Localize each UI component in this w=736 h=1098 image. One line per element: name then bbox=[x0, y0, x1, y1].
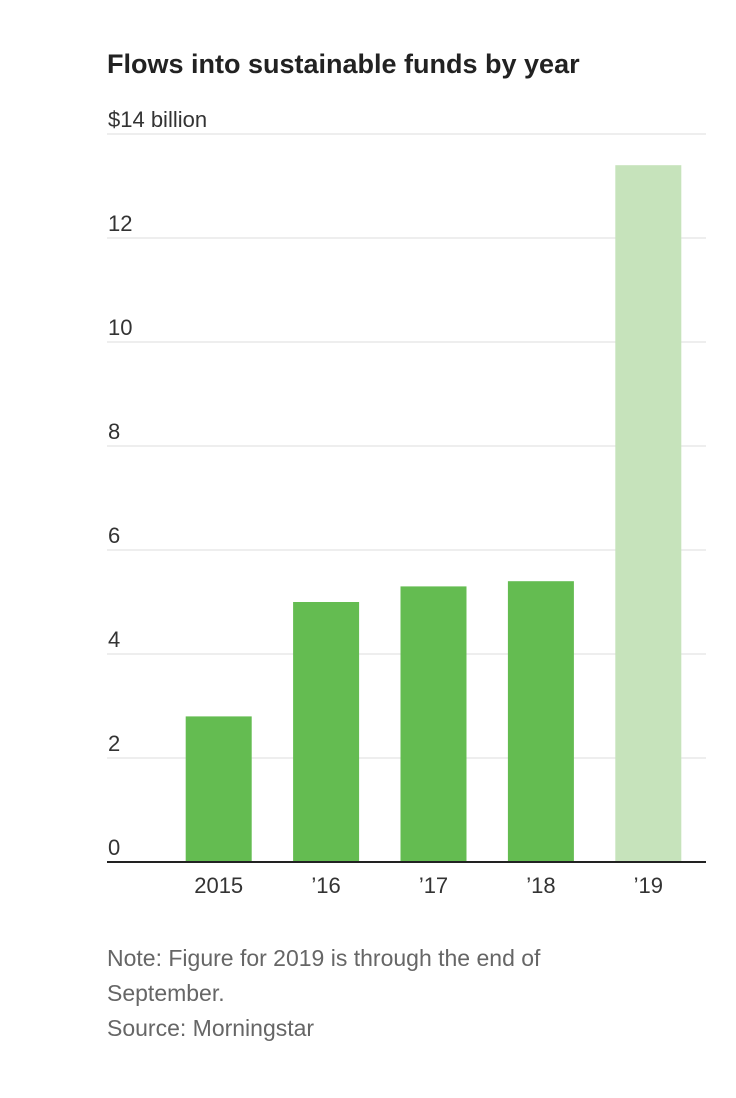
x-tick-label: ’17 bbox=[419, 873, 448, 898]
y-tick-label: 0 bbox=[108, 835, 120, 860]
bar bbox=[293, 602, 360, 862]
y-tick-label: 8 bbox=[108, 419, 120, 444]
bar bbox=[400, 586, 467, 862]
note: Note: Figure for 2019 is through the end… bbox=[107, 945, 541, 1006]
x-tick-label: 2015 bbox=[194, 873, 243, 898]
y-tick-label: 10 bbox=[108, 315, 132, 340]
chart-title: Flows into sustainable funds by year bbox=[107, 49, 580, 79]
source: Source: Morningstar bbox=[107, 1015, 315, 1041]
x-tick-label: ’18 bbox=[526, 873, 555, 898]
bar bbox=[507, 581, 574, 862]
y-tick-label: 2 bbox=[108, 731, 120, 756]
x-tick-label: ’16 bbox=[311, 873, 340, 898]
y-tick-label: 12 bbox=[108, 211, 132, 236]
y-tick-label: 6 bbox=[108, 523, 120, 548]
x-tick-label: ’19 bbox=[634, 873, 663, 898]
chart: Flows into sustainable funds by year 0 2 4… bbox=[107, 49, 706, 898]
bar bbox=[615, 165, 682, 862]
y-tick-label: 4 bbox=[108, 627, 120, 652]
y-tick-label: $14 billion bbox=[108, 107, 207, 132]
bar bbox=[185, 716, 252, 862]
